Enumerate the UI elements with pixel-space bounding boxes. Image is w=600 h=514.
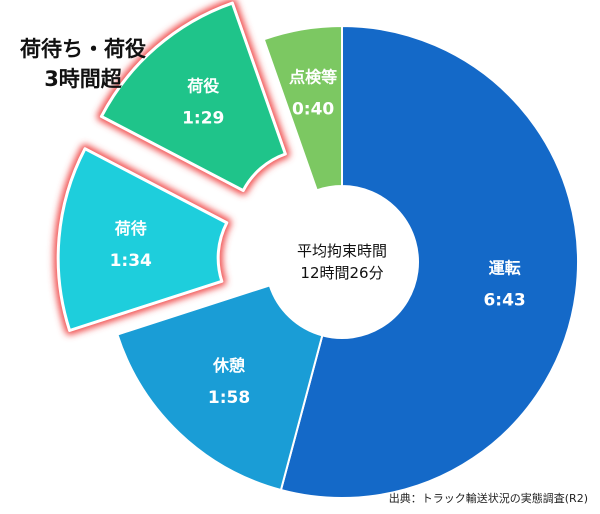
slice-3-value: 1:34 bbox=[110, 251, 152, 271]
slice-5-value: 0:40 bbox=[292, 99, 334, 119]
center-label-line-1: 平均拘束時間 bbox=[297, 242, 387, 260]
slice-1-value: 6:43 bbox=[483, 290, 525, 310]
slice-4-value: 1:29 bbox=[182, 109, 224, 129]
slice-4-segment bbox=[99, 1, 287, 193]
headline-line-2: 3時間超 bbox=[44, 67, 122, 91]
slice-3-label: 荷待 bbox=[115, 219, 147, 238]
center-label-line-2: 12時間26分 bbox=[300, 264, 383, 282]
slice-5-segment bbox=[262, 25, 343, 192]
slice-1-segment bbox=[279, 25, 579, 499]
headline: 荷待ち・荷役 3時間超 bbox=[8, 34, 158, 94]
source-note: 出典：トラック輸送状況の実態調査(R2) bbox=[388, 492, 588, 505]
slice-2-segment bbox=[116, 284, 324, 491]
slice-4-label: 荷役 bbox=[187, 77, 220, 96]
slice-2-value: 1:58 bbox=[208, 388, 250, 408]
slice-2-label: 休憩 bbox=[212, 356, 245, 375]
slice-5-label: 点検等 bbox=[289, 67, 337, 86]
slice-1-label: 運転 bbox=[489, 258, 521, 277]
headline-line-1: 荷待ち・荷役 bbox=[20, 37, 146, 61]
slice-3-segment bbox=[56, 147, 229, 332]
